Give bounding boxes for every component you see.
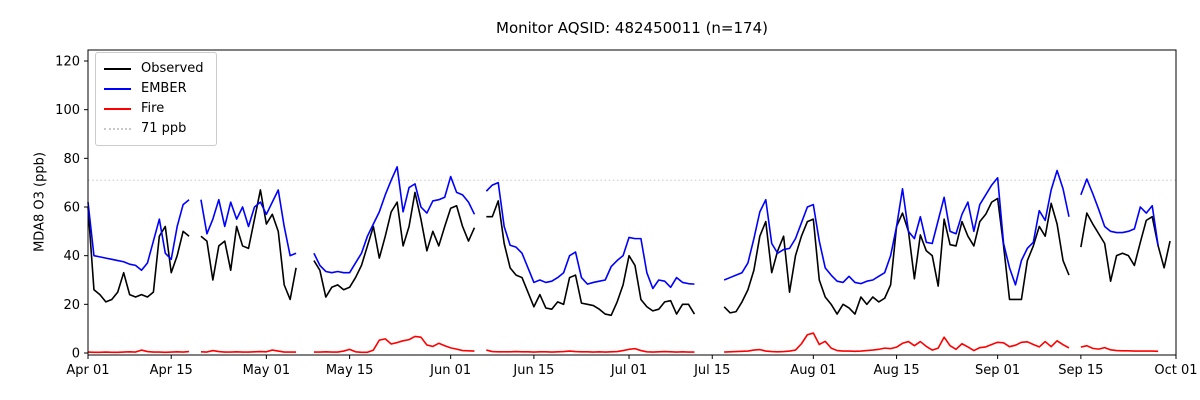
x-tick-label: Jul 15 bbox=[693, 363, 730, 378]
x-tick-label: Apr 15 bbox=[150, 363, 193, 378]
series-ember bbox=[723, 169, 1070, 286]
series-observed bbox=[486, 200, 696, 317]
series-ember bbox=[485, 181, 695, 290]
y-tick-label: 80 bbox=[63, 152, 80, 167]
legend-item-71-ppb: 71 ppb bbox=[104, 119, 216, 139]
legend-item-ember: EMBER bbox=[104, 79, 216, 99]
series-observed bbox=[1080, 212, 1171, 283]
x-tick-label: Sep 15 bbox=[1058, 363, 1103, 378]
legend-line-swatch bbox=[104, 68, 131, 70]
y-tick-label: 120 bbox=[55, 55, 80, 70]
series-fire bbox=[200, 349, 297, 353]
legend: Observed EMBER Fire 71 ppb bbox=[95, 52, 217, 146]
x-tick-label: May 01 bbox=[243, 363, 291, 378]
legend-line-swatch bbox=[104, 88, 131, 90]
plot-border bbox=[87, 49, 1177, 356]
x-tick-label: Jun 01 bbox=[429, 363, 471, 378]
legend-item-observed: Observed bbox=[104, 59, 216, 79]
y-tick-label: 100 bbox=[55, 103, 80, 118]
chart-title: Monitor AQSID: 482450011 (n=174) bbox=[496, 19, 768, 37]
y-tick-label: 20 bbox=[63, 298, 80, 313]
legend-item-fire: Fire bbox=[104, 99, 216, 119]
x-tick-label: Aug 01 bbox=[790, 363, 836, 378]
x-tick-label: Oct 01 bbox=[1154, 363, 1197, 378]
series-observed bbox=[313, 191, 476, 298]
y-tick-label: 60 bbox=[63, 201, 80, 216]
y-tick-label: 0 bbox=[72, 347, 80, 362]
x-tick-label: Sep 01 bbox=[975, 363, 1020, 378]
series-ember bbox=[87, 199, 190, 272]
series-observed bbox=[723, 197, 1070, 315]
series-fire bbox=[724, 332, 1070, 353]
x-tick-label: Jul 01 bbox=[610, 363, 647, 378]
x-tick-label: May 15 bbox=[326, 363, 374, 378]
series-fire bbox=[313, 335, 475, 354]
x-tick-label: Aug 15 bbox=[874, 363, 920, 378]
series-fire bbox=[87, 349, 190, 354]
legend-label: Observed bbox=[141, 61, 204, 76]
legend-label: 71 ppb bbox=[141, 121, 187, 136]
legend-line-swatch bbox=[104, 128, 131, 130]
legend-line-swatch bbox=[104, 108, 131, 110]
series-observed bbox=[200, 189, 297, 301]
legend-label: EMBER bbox=[141, 81, 187, 96]
series-fire bbox=[486, 347, 695, 353]
legend-label: Fire bbox=[141, 101, 165, 116]
x-tick-label: Jun 15 bbox=[512, 363, 554, 378]
series-ember bbox=[313, 166, 476, 274]
series-ember bbox=[200, 189, 297, 257]
series-observed bbox=[87, 206, 190, 303]
y-tick-label: 40 bbox=[63, 249, 80, 264]
x-tick-label: Apr 01 bbox=[66, 363, 109, 378]
series-fire bbox=[1080, 344, 1159, 353]
series-ember bbox=[1080, 178, 1159, 247]
